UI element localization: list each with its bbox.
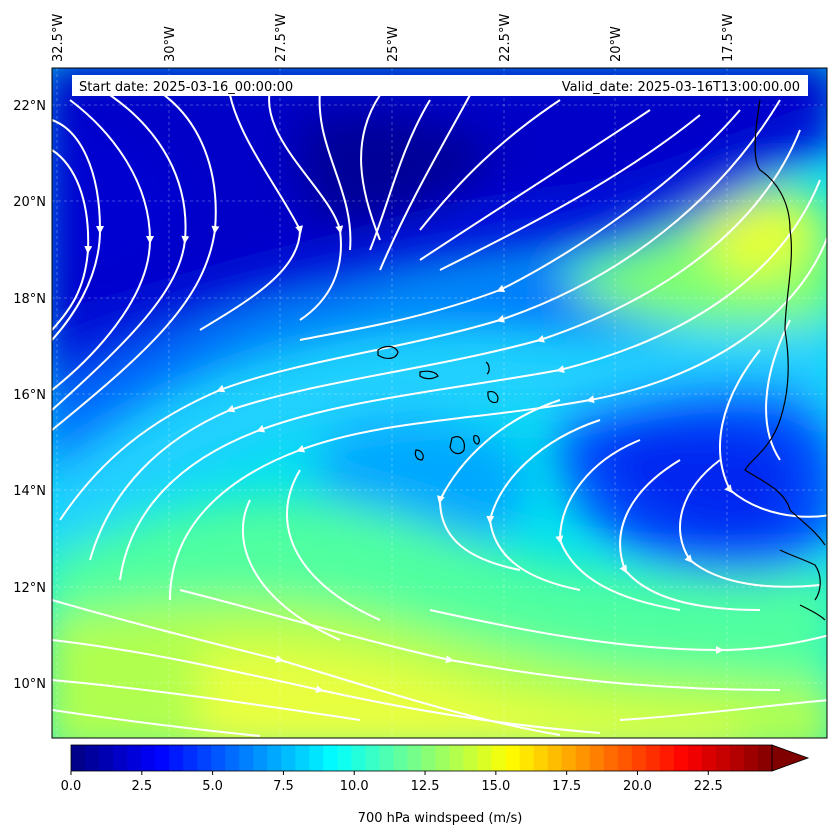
colorbar-segment — [533, 745, 549, 771]
lon-label-25W: 25°W — [386, 26, 401, 62]
colorbar-tick-label: 12.5 — [411, 779, 440, 794]
colorbar-segment — [71, 745, 86, 771]
colorbar-segment — [337, 745, 352, 771]
colorbar-tick-label: 5.0 — [202, 779, 223, 794]
colorbar-segment — [659, 745, 675, 771]
lon-label-20W: 20°W — [609, 26, 624, 62]
colorbar-segment — [477, 745, 493, 771]
colorbar-segment — [757, 745, 773, 771]
colorbar-label: 700 hPa windspeed (m/s) — [358, 811, 523, 826]
colorbar-segment — [211, 745, 226, 771]
lat-label-20N: 20°N — [13, 195, 46, 210]
colorbar-segment — [575, 745, 591, 771]
colorbar-segment — [281, 745, 296, 771]
colorbar-segment — [155, 745, 170, 771]
colorbar-segment — [85, 745, 100, 771]
colorbar-segment — [253, 745, 268, 771]
colorbar-segment — [505, 745, 521, 771]
colorbar-segment — [631, 745, 647, 771]
start-date-label: Start date: 2025-03-16_00:00:00 — [79, 80, 293, 95]
colorbar-segment — [183, 745, 198, 771]
latitude-labels: 22°N 20°N 18°N 16°N 14°N 12°N 10°N — [13, 99, 46, 692]
colorbar-segment — [701, 745, 717, 771]
valid-date-label: Valid_date: 2025-03-16T13:00:00.00 — [562, 80, 800, 95]
lat-label-18N: 18°N — [13, 292, 46, 307]
colorbar-segment — [309, 745, 324, 771]
colorbar-tick-label: 20.0 — [623, 779, 652, 794]
colorbar-segment — [491, 745, 507, 771]
colorbar-segment — [547, 745, 563, 771]
colorbar-extend-arrow — [771, 744, 810, 772]
colorbar-tick-label: 7.5 — [273, 779, 294, 794]
lat-label-22N: 22°N — [13, 99, 46, 114]
colorbar-segment — [169, 745, 184, 771]
coastline — [377, 99, 826, 621]
colorbar-segment — [463, 745, 479, 771]
date-banner — [72, 75, 808, 96]
lat-label-12N: 12°N — [13, 581, 46, 596]
colorbar-segment — [379, 745, 395, 771]
colorbar-segment — [99, 745, 114, 771]
colorbar-tick-label: 15.0 — [481, 779, 510, 794]
colorbar: 0.0 2.5 5.0 7.5 10.0 12.5 15.0 17.5 20.0 22.5 — [61, 744, 810, 794]
lon-label-32.5W: 32.5°W — [51, 14, 66, 62]
colorbar-segment — [365, 745, 381, 771]
colorbar-segment — [687, 745, 703, 771]
colorbar-tick-label: 17.5 — [552, 779, 581, 794]
colorbar-segment — [393, 745, 409, 771]
colorbar-tick-label: 0.0 — [61, 779, 82, 794]
colorbar-segment — [113, 745, 128, 771]
colorbar-segment — [421, 745, 437, 771]
colorbar-segment — [407, 745, 423, 771]
colorbar-segment — [197, 745, 212, 771]
colorbar-segment — [519, 745, 535, 771]
colorbar-segment — [645, 745, 661, 771]
colorbar-segment — [225, 745, 240, 771]
lon-label-30W: 30°W — [163, 26, 178, 62]
colorbar-tick-label: 10.0 — [340, 779, 369, 794]
colorbar-segment — [239, 745, 254, 771]
map-frame — [51, 67, 828, 739]
lon-label-27.5W: 27.5°W — [274, 14, 289, 62]
colorbar-segment — [435, 745, 451, 771]
colorbar-tick-label: 22.5 — [694, 779, 723, 794]
colorbar-segment — [267, 745, 282, 771]
colorbar-segment — [715, 745, 731, 771]
lat-label-16N: 16°N — [13, 388, 46, 403]
colorbar-tick-label: 2.5 — [131, 779, 152, 794]
lon-label-17.5W: 17.5°W — [721, 14, 736, 62]
colorbar-segment — [449, 745, 465, 771]
colorbar-segment — [127, 745, 142, 771]
colorbar-segment — [603, 745, 619, 771]
colorbar-segment — [295, 745, 310, 771]
lon-label-22.5W: 22.5°W — [498, 14, 513, 62]
colorbar-segment — [617, 745, 633, 771]
map-panel — [52, 68, 827, 738]
lat-label-10N: 10°N — [13, 677, 46, 692]
colorbar-segment — [743, 745, 759, 771]
colorbar-frame — [70, 744, 773, 772]
colorbar-segment — [323, 745, 338, 771]
colorbar-segment — [141, 745, 156, 771]
colorbar-segment — [729, 745, 745, 771]
colorbar-segment — [561, 745, 577, 771]
longitude-labels: 32.5°W 30°W 27.5°W 25°W 22.5°W 20°W 17.5… — [51, 14, 736, 62]
lat-label-14N: 14°N — [13, 484, 46, 499]
colorbar-segment — [673, 745, 689, 771]
colorbar-segment — [589, 745, 605, 771]
colorbar-segment — [351, 745, 367, 771]
